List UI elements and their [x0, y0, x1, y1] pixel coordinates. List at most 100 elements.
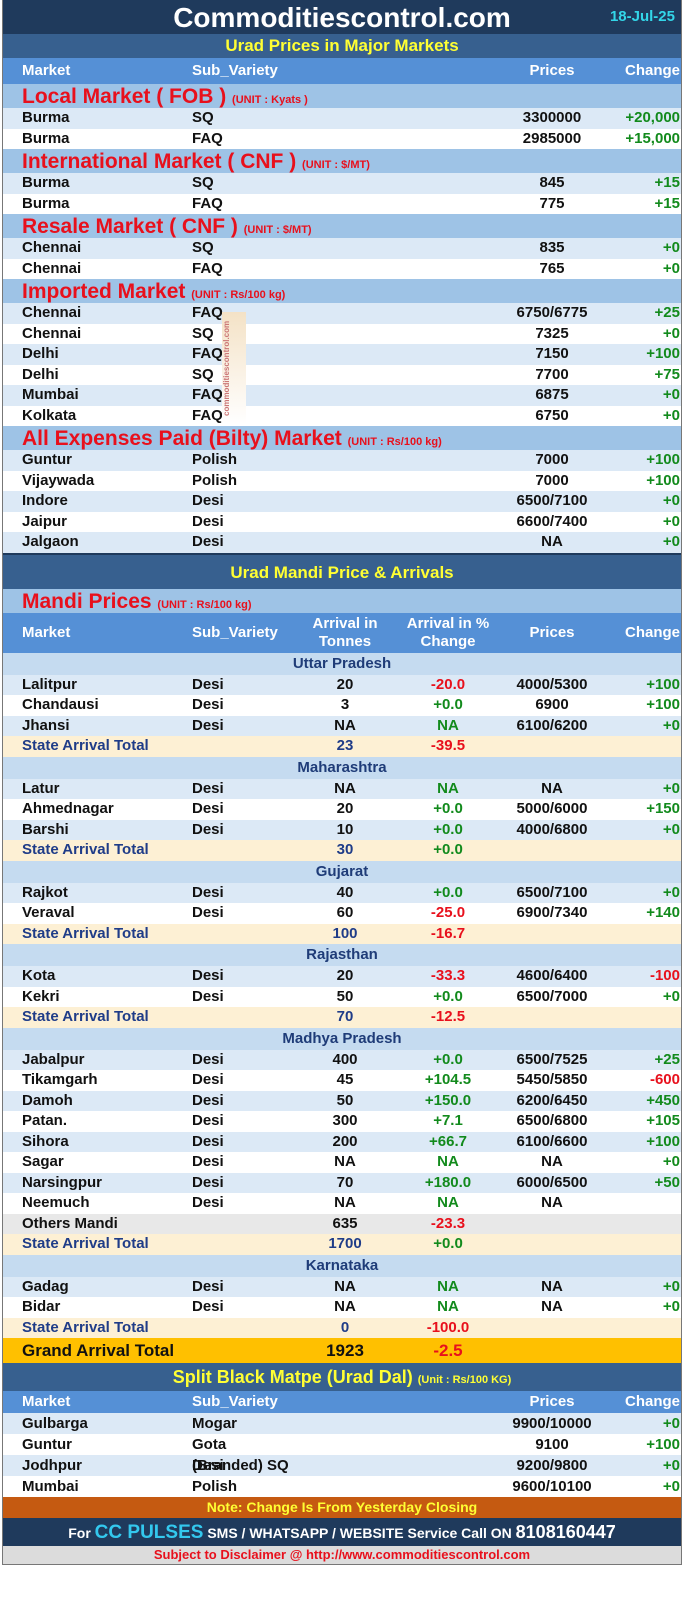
sub-variety-cell: FAQ — [192, 129, 223, 147]
arrival-pct-cell: +0.0 — [433, 841, 463, 858]
price-cell: 835 — [539, 239, 565, 256]
arrival-pct-cell: +0.0 — [433, 883, 463, 901]
arrival-cell — [292, 1455, 398, 1476]
arrival-pct-cell — [398, 365, 498, 386]
sub-variety-cell: Desi — [192, 512, 224, 530]
sub-variety-cell: Desi — [192, 716, 224, 734]
table-row: Barshi Desi 10 +0.0 4000/6800 +0 — [3, 819, 681, 840]
market-cell: Gadag — [22, 1277, 69, 1295]
watermark-logo: commoditiescontrol.com — [222, 312, 246, 424]
price-cell: 5450/5850 — [516, 1071, 588, 1088]
sub-variety-cell: Polish — [192, 471, 238, 489]
table-row: Guntur Gota (Branded) SQ 9100 +100 — [3, 1434, 681, 1474]
arrival-cell: 10 — [336, 820, 354, 838]
market-cell: Kota — [22, 967, 56, 984]
arrival-pct-cell — [398, 512, 498, 533]
section-name: Resale Market ( CNF ) — [22, 215, 238, 238]
arrival-pct-cell: -25.0 — [430, 904, 466, 921]
cc-phone[interactable]: 8108160447 — [515, 1522, 616, 1542]
market-cell: Barshi — [22, 820, 69, 838]
disclaimer[interactable]: Subject to Disclaimer @ http://www.commo… — [3, 1546, 681, 1564]
change-cell — [606, 736, 680, 757]
market-cell: State Arrival Total — [22, 924, 149, 942]
arrival-pct-cell — [398, 1413, 498, 1434]
arrival-pct-cell: +104.5 — [424, 1071, 472, 1088]
price-cell: 6200/6450 — [516, 1091, 588, 1109]
table-row: Chennai SQ 835 +0 — [3, 238, 681, 259]
arrival-cell: 20 — [336, 675, 354, 693]
table-row: Sagar Desi NA NA NA +0 — [3, 1152, 681, 1173]
price-cell: 6500/7100 — [516, 492, 588, 509]
price-cell: 3300000 — [522, 109, 582, 126]
price-cell: 9600/10100 — [512, 1478, 592, 1495]
mandi-section-title: Mandi Prices (UNIT : Rs/100 kg) — [3, 588, 681, 613]
market-cell: Chennai — [22, 304, 82, 321]
change-cell: +75 — [654, 365, 680, 383]
price-cell: 6000/6500 — [516, 1173, 588, 1191]
price-cell: 7700 — [535, 365, 569, 383]
arrival-cell: 1923 — [326, 1341, 364, 1360]
arrival-pct-cell — [398, 385, 498, 406]
arrival-pct-cell: -33.3 — [430, 967, 466, 984]
section-name: All Expenses Paid (Bilty) Market — [22, 427, 342, 450]
arrival-cell: 23 — [336, 737, 354, 754]
market-cell: Chennai — [22, 239, 82, 256]
price-cell: 9200/9800 — [516, 1457, 588, 1474]
arrival-pct-cell: +7.1 — [433, 1112, 463, 1129]
table-row: Grand Arrival Total 1923 -2.5 — [3, 1338, 681, 1363]
market-cell: Lalitpur — [22, 675, 77, 693]
arrival-pct-cell — [398, 194, 498, 215]
arrival-cell — [292, 365, 398, 386]
price-cell: 9900/10000 — [512, 1415, 592, 1432]
state-header: Uttar Pradesh — [3, 652, 681, 675]
change-cell: +0 — [662, 324, 680, 342]
market-cell: Burma — [22, 194, 70, 212]
sub-variety-cell: FAQ — [192, 386, 223, 403]
table-row: Burma FAQ 775 +15 — [3, 193, 681, 215]
change-cell: +0 — [662, 820, 680, 838]
section-name: International Market ( CNF ) — [22, 150, 297, 173]
section-title: Urad Prices in Major Markets — [3, 34, 681, 58]
change-cell: +15,000 — [625, 129, 680, 147]
arrival-pct-cell: -2.5 — [433, 1341, 463, 1360]
arrival-pct-cell — [398, 108, 498, 129]
arrival-pct-cell: -23.3 — [430, 1214, 466, 1232]
sub-variety-cell: Desi — [192, 883, 224, 901]
table-row: Burma SQ 3300000 +20,000 — [3, 108, 681, 129]
price-cell: 6900/7340 — [516, 904, 588, 921]
arrival-pct-cell — [398, 344, 498, 365]
table-row: Lalitpur Desi 20 -20.0 4000/5300 +100 — [3, 674, 681, 695]
sub-variety-cell: Polish — [192, 451, 238, 468]
arrival-cell — [292, 108, 398, 129]
table-row: Chennai SQ 7325 +0 — [3, 323, 681, 344]
sub-variety-cell: Desi — [192, 1050, 224, 1068]
col-prices: Prices — [529, 62, 575, 79]
price-cell: 7000 — [535, 451, 569, 468]
market-cell: Damoh — [22, 1091, 73, 1109]
col-change: Change — [624, 623, 680, 641]
col-prices: Prices — [529, 623, 575, 641]
arrival-pct-cell — [398, 173, 498, 194]
section-unit: (UNIT : Rs/100 kg) — [347, 436, 442, 448]
arrival-pct-cell: +0.0 — [433, 800, 463, 817]
table-row: Jabalpur Desi 400 +0.0 6500/7525 +25 — [3, 1049, 681, 1070]
arrival-cell: 0 — [340, 1318, 350, 1336]
arrival-cell — [292, 303, 398, 324]
arrival-pct-cell: +0.0 — [433, 696, 463, 713]
sub-variety-cell: Desi — [192, 800, 224, 817]
col-sub_variety: Sub_Variety — [192, 62, 278, 79]
arrival-cell: 60 — [336, 904, 354, 921]
price-cell: 6750/6775 — [516, 304, 588, 321]
price-cell: 9100 — [535, 1436, 569, 1453]
table-row: Neemuch Desi NA NA NA — [3, 1193, 681, 1214]
cc-text: SMS / WHATSAPP / WEBSITE Service Call ON — [207, 1525, 512, 1541]
market-section-title: Imported Market (UNIT : Rs/100 kg) — [3, 279, 681, 303]
col-change: Change — [624, 62, 680, 79]
site-title[interactable]: Commoditiescontrol.com — [173, 2, 511, 33]
arrival-pct-cell: NA — [437, 1277, 459, 1295]
market-cell: State Arrival Total — [22, 737, 149, 754]
col-sub_variety: Sub_Variety — [192, 623, 278, 641]
price-cell: 6750 — [535, 406, 569, 424]
change-cell: +105 — [646, 1112, 680, 1129]
table-row: Kolkata FAQ 6750 +0 — [3, 405, 681, 426]
